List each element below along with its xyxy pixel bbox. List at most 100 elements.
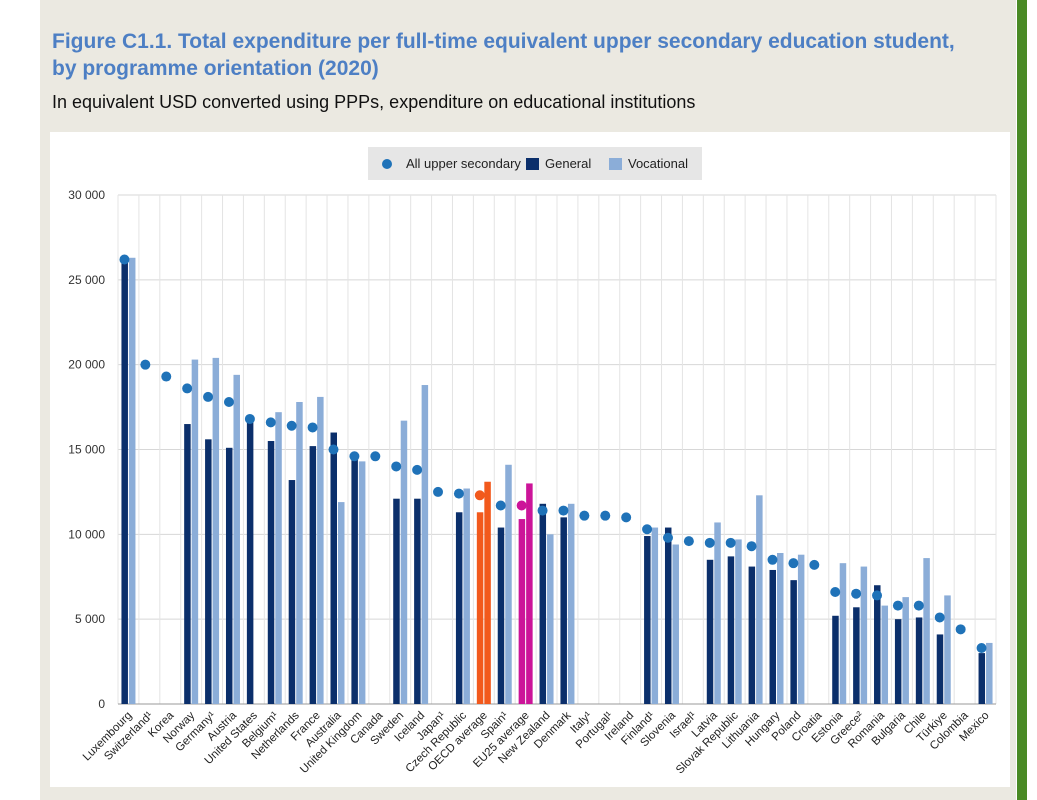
point-all-upper-secondary [558,505,569,516]
accent-side-bar [1017,0,1027,800]
legend-label-general: General [545,156,592,171]
point-all-upper-secondary [955,624,966,635]
point-all-upper-secondary [704,537,715,548]
point-all-upper-secondary [830,587,841,598]
y-tick-label: 0 [98,697,105,711]
bar-vocational [944,595,951,704]
legend-label-vocational: Vocational [628,156,688,171]
point-all-upper-secondary [244,413,255,424]
bar-vocational [233,374,240,704]
bar-general [790,580,797,704]
legend-label-all: All upper secondary [406,156,521,171]
bar-general [560,517,567,704]
bar-general [330,432,337,704]
bar-general [727,556,735,704]
legend-dot-icon [382,159,392,169]
point-all-upper-secondary [642,524,653,535]
bar-general [393,498,400,704]
point-all-upper-secondary [537,505,548,516]
bar-general [936,634,944,704]
bar-vocational [881,605,889,704]
bar-vocational [317,396,324,704]
point-all-upper-secondary [433,486,444,497]
bar-vocational [128,257,136,704]
point-all-upper-secondary [746,541,757,552]
point-all-upper-secondary [495,500,506,511]
point-all-upper-secondary [370,451,381,462]
point-all-upper-secondary [913,600,924,611]
point-all-upper-secondary [265,417,276,428]
point-all-upper-secondary [286,420,297,431]
point-all-upper-secondary [203,391,214,402]
bar-general [497,527,505,704]
point-all-upper-secondary [412,464,423,475]
bar-vocational [923,558,930,704]
bar-general [915,617,923,704]
bar-general [644,536,651,704]
bar-vocational [484,481,491,704]
point-all-upper-secondary [140,359,151,370]
bar-general [894,619,902,704]
point-all-upper-secondary [872,590,883,601]
point-all-upper-secondary [119,254,130,265]
bar-vocational [672,544,679,704]
bar-vocational [275,412,282,704]
figure-header: Figure C1.1. Total expenditure per full-… [40,0,1016,132]
bar-general [853,607,860,704]
bar-vocational [191,359,199,704]
bar-vocational [400,420,408,704]
point-all-upper-secondary [474,490,485,501]
point-all-upper-secondary [453,488,464,499]
bar-vocational [777,552,784,704]
point-all-upper-secondary [161,371,172,382]
y-tick-label: 20 000 [68,358,105,372]
point-all-upper-secondary [349,451,360,462]
y-tick-label: 15 000 [68,443,105,457]
bar-general [748,566,756,704]
bar-general [706,559,714,704]
bar-general [309,446,317,704]
bar-general [288,480,296,704]
bar-general [874,585,881,704]
bar-vocational [860,566,868,704]
bar-vocational [338,502,345,704]
point-all-upper-secondary [307,422,318,433]
bar-vocational [505,464,512,704]
bar-vocational [839,563,847,704]
point-all-upper-secondary [600,510,611,521]
point-all-upper-secondary [767,554,778,565]
bar-vocational [756,495,763,704]
y-tick-label: 5 000 [75,612,105,626]
bar-vocational [567,503,575,704]
bar-vocational [714,522,721,704]
figure-subtitle: In equivalent USD converted using PPPs, … [52,92,696,112]
bar-vocational [651,527,659,704]
point-all-upper-secondary [182,383,193,394]
bar-general [664,527,672,704]
bar-vocational [463,488,470,704]
bar-general [769,569,776,704]
bar-general [832,615,839,704]
bar-general [476,512,484,704]
bar-general [414,498,421,704]
point-all-upper-secondary [579,510,590,521]
point-all-upper-secondary [788,558,799,569]
bar-vocational [296,401,303,704]
y-tick-label: 25 000 [68,273,105,287]
point-all-upper-secondary [725,537,736,548]
bar-general [121,262,128,704]
bar-general [205,439,212,704]
point-all-upper-secondary [683,536,694,547]
bar-general [455,512,463,704]
point-all-upper-secondary [328,444,339,455]
y-tick-label: 10 000 [68,527,105,541]
point-all-upper-secondary [662,532,673,543]
bar-vocational [902,597,909,704]
bar-general [246,420,254,704]
bar-vocational [212,357,220,704]
legend-swatch-vocational [609,158,622,170]
bar-general [184,424,191,704]
point-all-upper-secondary [934,612,945,623]
bar-vocational [735,539,742,704]
